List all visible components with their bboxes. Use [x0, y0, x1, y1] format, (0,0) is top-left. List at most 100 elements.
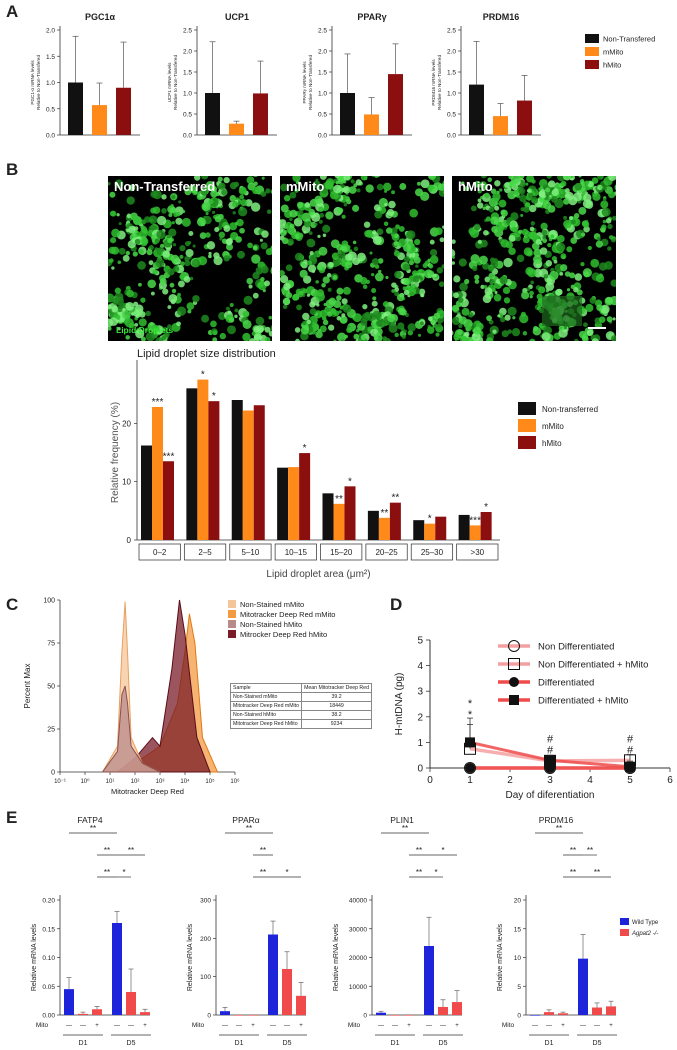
lipid-droplet	[125, 250, 131, 256]
lipid-droplet	[122, 308, 126, 312]
x-tick-label: 15–20	[330, 548, 353, 557]
lipid-droplet	[168, 213, 173, 218]
legend-swatch	[620, 929, 629, 936]
lipid-droplet	[540, 222, 548, 230]
lipid-droplet	[199, 232, 207, 239]
lipid-droplet	[601, 224, 607, 230]
lipid-droplet	[334, 176, 340, 178]
lipid-droplet	[266, 209, 272, 214]
y-tick-label: 0.0	[183, 133, 192, 140]
lipid-droplet	[301, 212, 311, 223]
lipid-droplet	[201, 314, 210, 323]
lipid-droplet	[504, 314, 511, 321]
y-tick-label: 0	[517, 1013, 521, 1020]
y-tick-label: 2.0	[447, 49, 456, 56]
x-axis-label: Lipid droplet area (μm²)	[266, 569, 370, 580]
lipid-droplet	[409, 208, 419, 218]
bar	[186, 388, 198, 540]
lipid-droplet	[458, 258, 467, 267]
lipid-droplet	[359, 276, 368, 285]
lipid-droplet	[443, 190, 444, 195]
lipid-droplet	[596, 304, 603, 311]
lipid-droplet	[362, 284, 368, 290]
lipid-droplet	[582, 220, 590, 228]
lipid-droplet	[128, 184, 136, 192]
lipid-droplet	[341, 245, 348, 252]
y-tick-label: 0.0	[318, 133, 327, 140]
lipid-droplet	[579, 179, 585, 184]
lipid-droplet	[265, 188, 271, 194]
lipid-droplet	[292, 294, 299, 301]
significance-label: *	[303, 443, 307, 454]
lipid-droplet	[169, 206, 177, 214]
lipid-droplet	[429, 239, 435, 245]
y-tick-label: 1.5	[183, 70, 192, 77]
lipid-droplet	[591, 177, 599, 184]
lipid-droplet	[501, 330, 509, 338]
lipid-droplet	[144, 327, 150, 332]
lipid-droplet	[512, 316, 516, 320]
lipid-droplet	[409, 257, 414, 261]
lipid-droplet	[367, 312, 377, 322]
lipid-droplet	[564, 188, 570, 194]
lipid-droplet	[184, 256, 190, 262]
lipid-droplet	[485, 216, 492, 222]
x-tick-label: 10⁵	[205, 778, 215, 785]
lipid-droplet	[549, 270, 559, 281]
y-tick-label: 2.0	[183, 49, 192, 56]
group-label: D5	[439, 1040, 448, 1047]
lipid-droplet	[343, 202, 348, 207]
lipid-droplet	[407, 323, 416, 332]
lipid-droplet	[386, 208, 395, 217]
lipid-droplet	[177, 280, 185, 288]
lipid-droplet	[526, 189, 531, 193]
lipid-droplet	[353, 333, 360, 340]
lipid-droplet	[341, 313, 346, 318]
lipid-droplet	[432, 188, 436, 193]
chart-title: PLIN1	[390, 815, 414, 825]
lipid-droplet	[364, 176, 368, 181]
y-tick-label: 15	[514, 926, 522, 933]
lipid-droplet	[520, 213, 524, 217]
lipid-droplet	[452, 304, 460, 312]
significance-label: **	[416, 868, 422, 877]
lipid-droplet	[301, 262, 306, 267]
lipid-droplet	[155, 337, 164, 341]
x-tick-label: 5	[627, 775, 633, 786]
y-tick-label: 100	[200, 974, 211, 981]
lipid-droplet	[550, 234, 555, 239]
lipid-droplet	[147, 279, 157, 289]
lipid-droplet	[346, 199, 352, 205]
lipid-droplet	[181, 217, 191, 227]
lipid-droplet	[213, 252, 220, 259]
lipid-droplet	[563, 215, 568, 220]
lipid-droplet	[236, 218, 244, 227]
lipid-droplet	[543, 274, 549, 279]
lipid-droplet	[378, 269, 382, 274]
lipid-droplet	[376, 183, 384, 191]
lipid-droplet	[255, 266, 264, 275]
y-tick-label: 10	[514, 955, 522, 962]
y-tick-label: 0.15	[42, 926, 55, 933]
lipid-droplet	[111, 305, 119, 313]
lipid-droplet	[117, 260, 122, 265]
bar	[530, 1015, 540, 1016]
lipid-droplet	[332, 275, 338, 280]
lipid-droplet	[201, 176, 209, 180]
y-tick-label: 2.0	[46, 28, 55, 35]
legend-swatch	[585, 34, 599, 43]
lipid-droplet	[214, 227, 220, 233]
bar	[517, 100, 532, 135]
lipid-droplet	[484, 287, 493, 296]
lipid-droplet	[394, 291, 400, 297]
lipid-droplet	[503, 297, 511, 304]
lipid-droplet	[459, 282, 468, 292]
lipid-droplet	[318, 246, 328, 256]
lipid-droplet	[545, 260, 553, 267]
lipid-droplet	[282, 304, 288, 310]
mito-sign: —	[128, 1023, 134, 1029]
bar	[389, 502, 401, 540]
lipid-droplet	[280, 270, 285, 277]
lipid-droplet	[521, 291, 530, 300]
lipid-droplet	[582, 199, 592, 209]
